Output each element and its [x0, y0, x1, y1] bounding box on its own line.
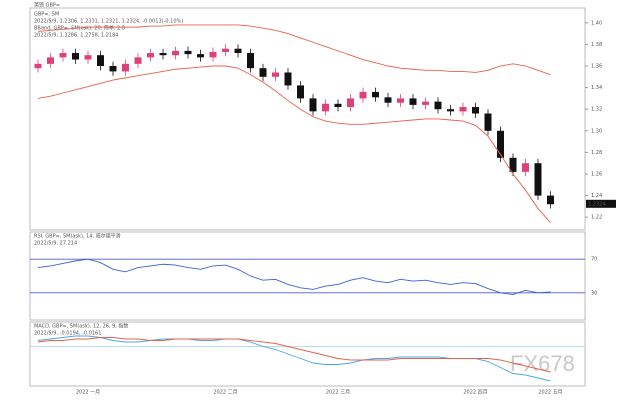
macd-title: MACD, GBP=, 5M(ask), 12, 26, 9, 指数 — [34, 323, 128, 330]
rsi-panel — [29, 231, 586, 321]
x-tick-label: 2022 二月 — [213, 390, 237, 396]
candle-body — [522, 163, 529, 172]
series-line — [37, 24, 551, 76]
last-price-box — [586, 199, 616, 208]
x-tick-label: 2022 五月 — [538, 390, 562, 396]
candle-body — [434, 101, 442, 110]
header: 英镑 GBP= — [34, 2, 60, 9]
candle-body — [259, 68, 267, 77]
series-line — [37, 65, 551, 223]
candle-body — [134, 57, 142, 64]
y-tick-label: 1.36 — [591, 64, 602, 70]
candle-body — [509, 157, 517, 172]
candle-body — [209, 51, 217, 58]
rsi-subtitle: 2022/5/9, 27.214 — [34, 241, 77, 247]
y-tick-label: 1.22 — [591, 215, 602, 221]
candle-body — [97, 55, 104, 66]
price-panel — [29, 7, 586, 231]
candle-body — [422, 101, 429, 105]
candle-body — [272, 72, 279, 77]
y-tick-label: 1.32 — [591, 107, 602, 113]
candle-body — [334, 103, 342, 108]
candle-body — [34, 63, 42, 69]
subtitle: 2022/5/9, 1.2306, 1.2331, 1.2321, 1.2324… — [34, 19, 183, 25]
y-tick-label: 1.34 — [591, 85, 602, 91]
series-line — [37, 337, 551, 373]
candle-body — [359, 91, 367, 99]
y-tick-label: 70 — [591, 257, 597, 263]
candle-body — [484, 113, 492, 131]
candle-body — [47, 57, 54, 64]
candle-body — [147, 53, 154, 58]
candle-body — [59, 53, 67, 58]
candle-body — [409, 98, 417, 105]
candle-body — [497, 130, 504, 158]
title: GBP=, 5M — [34, 12, 59, 18]
series-line — [37, 258, 551, 295]
candle-body — [122, 63, 129, 72]
x-tick-label: 2022 三月 — [326, 390, 350, 396]
candle-body — [547, 195, 554, 205]
candle-body — [222, 48, 229, 52]
candle-body — [247, 53, 254, 69]
candle-body — [172, 50, 179, 56]
y-tick-label: 1.40 — [591, 20, 602, 26]
candle-body — [159, 53, 167, 56]
candle-body — [534, 163, 542, 196]
candle-body — [384, 97, 392, 103]
candle-body — [84, 55, 92, 60]
x-tick-label: 2022 四月 — [463, 390, 487, 396]
candle-body — [397, 98, 404, 103]
candle-body — [472, 107, 479, 114]
macd-panel — [29, 321, 586, 387]
candle-body — [459, 107, 467, 112]
candle-body — [197, 54, 204, 58]
candle-body — [372, 91, 379, 98]
last-price-label: 1.2324 — [588, 201, 606, 207]
rsi-title: RSI, GBP=, 5M(ask), 14, 威尔德平滑 — [34, 233, 121, 240]
y-tick-label: 1.38 — [591, 42, 602, 48]
candle-body — [447, 109, 454, 112]
candle-body — [322, 103, 329, 112]
y-tick-label: 1.26 — [591, 172, 602, 178]
band-subtitle: 2022/5/9, 1.3286, 1.2758, 1.2184 — [34, 33, 118, 39]
y-tick-label: 1.30 — [591, 128, 602, 134]
y-tick-label: 30 — [591, 290, 597, 296]
candle-body — [234, 48, 242, 54]
x-tick-label: 2022 一月 — [76, 390, 100, 396]
watermark: FX678 — [510, 351, 575, 376]
y-tick-label: 1.28 — [591, 150, 602, 156]
candle-body — [347, 98, 354, 108]
candle-body — [109, 66, 117, 72]
candle-body — [297, 85, 304, 99]
macd-subtitle: 2022/5/9, -0.0194, -0.0161 — [34, 331, 101, 337]
candle-body — [72, 53, 79, 60]
candle-body — [284, 72, 292, 86]
candle-body — [309, 98, 317, 112]
candle-body — [184, 50, 192, 55]
y-tick-label: 1.24 — [591, 193, 602, 199]
